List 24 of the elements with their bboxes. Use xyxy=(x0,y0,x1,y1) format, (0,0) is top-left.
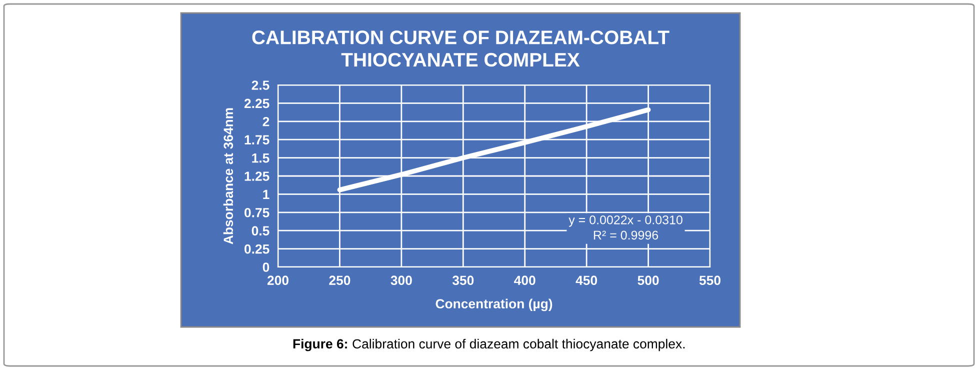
x-tick-label: 250 xyxy=(329,276,350,286)
x-tick-label: 450 xyxy=(576,276,598,286)
y-axis-title: Absorbance at 364nm xyxy=(223,108,234,244)
x-axis-title: Concentration (µg) xyxy=(436,298,552,312)
x-tick-label: 500 xyxy=(638,276,659,286)
y-tick-label: 1 xyxy=(263,190,270,199)
y-tick-label: 2.5 xyxy=(252,80,270,90)
x-tick-label: 550 xyxy=(699,276,720,286)
y-tick-label: 0 xyxy=(262,262,270,272)
y-tick-label: 2 xyxy=(262,116,270,126)
x-tick-label: 350 xyxy=(452,276,474,286)
y-tick-label: 0.25 xyxy=(244,244,270,254)
chart-title: CALIBRATION CURVE OF DIAZEAM-COBALT THIOCYANATE COMPLEX xyxy=(252,30,670,67)
caption: Figure 6: Calibration curve of diazeam cobalt thiocyanate complex. xyxy=(293,338,685,352)
x-tick-label: 400 xyxy=(514,276,536,286)
y-tick-label: 0.5 xyxy=(252,226,270,236)
y-tick-label: 0.75 xyxy=(244,208,270,218)
y-tick-label: 1.5 xyxy=(252,154,270,163)
x-tick-label: 300 xyxy=(390,276,412,286)
y-tick-label: 1.75 xyxy=(244,135,270,145)
annotation: y = 0.0022x - 0.0310 R² = 0.9996 xyxy=(568,215,682,240)
x-tick-label: 200 xyxy=(267,276,288,286)
y-tick-label: 1.25 xyxy=(244,172,270,181)
y-tick-label: 2.25 xyxy=(244,98,270,108)
